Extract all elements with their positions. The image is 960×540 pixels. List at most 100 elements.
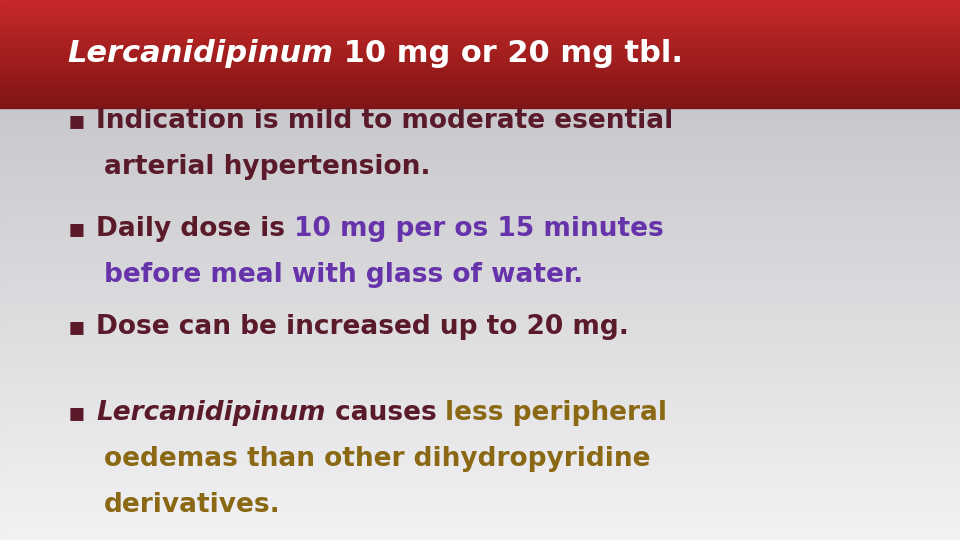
Bar bbox=[0, 164, 960, 166]
Bar bbox=[0, 473, 960, 475]
Bar bbox=[0, 7, 960, 8]
Text: Daily dose is: Daily dose is bbox=[96, 217, 294, 242]
Bar bbox=[0, 19, 960, 20]
Bar bbox=[0, 67, 960, 68]
Bar bbox=[0, 77, 960, 78]
Bar bbox=[0, 47, 960, 48]
Bar bbox=[0, 225, 960, 227]
Bar bbox=[0, 114, 960, 117]
Bar bbox=[0, 391, 960, 393]
Bar bbox=[0, 39, 960, 40]
Bar bbox=[0, 400, 960, 402]
Bar bbox=[0, 482, 960, 484]
Bar bbox=[0, 210, 960, 212]
Bar bbox=[0, 326, 960, 328]
Bar bbox=[0, 315, 960, 318]
Bar bbox=[0, 63, 960, 64]
Bar bbox=[0, 41, 960, 42]
Bar bbox=[0, 216, 960, 218]
Bar bbox=[0, 486, 960, 488]
Bar bbox=[0, 57, 960, 58]
Bar bbox=[0, 149, 960, 151]
Bar bbox=[0, 62, 960, 63]
Bar bbox=[0, 199, 960, 201]
Bar bbox=[0, 207, 960, 210]
Text: derivatives.: derivatives. bbox=[104, 492, 280, 518]
Bar bbox=[0, 48, 960, 49]
Bar bbox=[0, 40, 960, 41]
Bar bbox=[0, 54, 960, 55]
Text: before meal with glass of water.: before meal with glass of water. bbox=[104, 262, 583, 288]
Bar bbox=[0, 158, 960, 160]
Bar bbox=[0, 227, 960, 229]
Bar bbox=[0, 21, 960, 22]
Bar bbox=[0, 66, 960, 67]
Bar bbox=[0, 74, 960, 75]
Bar bbox=[0, 121, 960, 123]
Bar bbox=[0, 382, 960, 384]
Bar bbox=[0, 68, 960, 69]
Bar bbox=[0, 503, 960, 505]
Bar bbox=[0, 233, 960, 235]
Bar bbox=[0, 430, 960, 432]
Bar bbox=[0, 328, 960, 330]
Bar bbox=[0, 384, 960, 387]
Bar bbox=[0, 484, 960, 486]
Bar bbox=[0, 56, 960, 57]
Bar bbox=[0, 311, 960, 313]
Bar bbox=[0, 458, 960, 460]
Bar bbox=[0, 81, 960, 82]
Bar bbox=[0, 464, 960, 467]
Bar bbox=[0, 36, 960, 37]
Bar bbox=[0, 283, 960, 285]
Bar bbox=[0, 477, 960, 480]
Bar bbox=[0, 84, 960, 85]
Bar bbox=[0, 205, 960, 207]
Bar bbox=[0, 529, 960, 531]
Bar bbox=[0, 521, 960, 523]
Bar bbox=[0, 518, 960, 521]
Bar bbox=[0, 330, 960, 333]
Bar bbox=[0, 85, 960, 86]
Bar bbox=[0, 492, 960, 495]
Bar bbox=[0, 523, 960, 525]
Bar bbox=[0, 322, 960, 324]
Bar bbox=[0, 119, 960, 121]
Bar bbox=[0, 534, 960, 536]
Bar bbox=[0, 147, 960, 149]
Bar bbox=[0, 51, 960, 52]
Bar bbox=[0, 359, 960, 361]
Bar bbox=[0, 454, 960, 456]
Bar bbox=[0, 80, 960, 81]
Bar bbox=[0, 432, 960, 434]
Bar bbox=[0, 369, 960, 372]
Bar bbox=[0, 333, 960, 335]
Bar bbox=[0, 255, 960, 257]
Bar bbox=[0, 16, 960, 17]
Bar bbox=[0, 94, 960, 95]
Bar bbox=[0, 274, 960, 276]
Bar bbox=[0, 441, 960, 443]
Bar bbox=[0, 324, 960, 326]
Bar bbox=[0, 462, 960, 464]
Bar bbox=[0, 538, 960, 540]
Bar bbox=[0, 138, 960, 140]
Bar bbox=[0, 389, 960, 391]
Bar bbox=[0, 261, 960, 264]
Bar bbox=[0, 96, 960, 97]
Bar bbox=[0, 160, 960, 162]
Bar bbox=[0, 166, 960, 168]
Bar bbox=[0, 98, 960, 99]
Bar bbox=[0, 443, 960, 445]
Bar bbox=[0, 38, 960, 39]
Bar bbox=[0, 352, 960, 354]
Bar bbox=[0, 354, 960, 356]
Bar bbox=[0, 447, 960, 449]
Bar bbox=[0, 214, 960, 216]
Bar bbox=[0, 171, 960, 173]
Bar bbox=[0, 100, 960, 101]
Bar bbox=[0, 415, 960, 417]
Bar bbox=[0, 298, 960, 300]
Text: ▪: ▪ bbox=[67, 217, 85, 242]
Bar bbox=[0, 480, 960, 482]
